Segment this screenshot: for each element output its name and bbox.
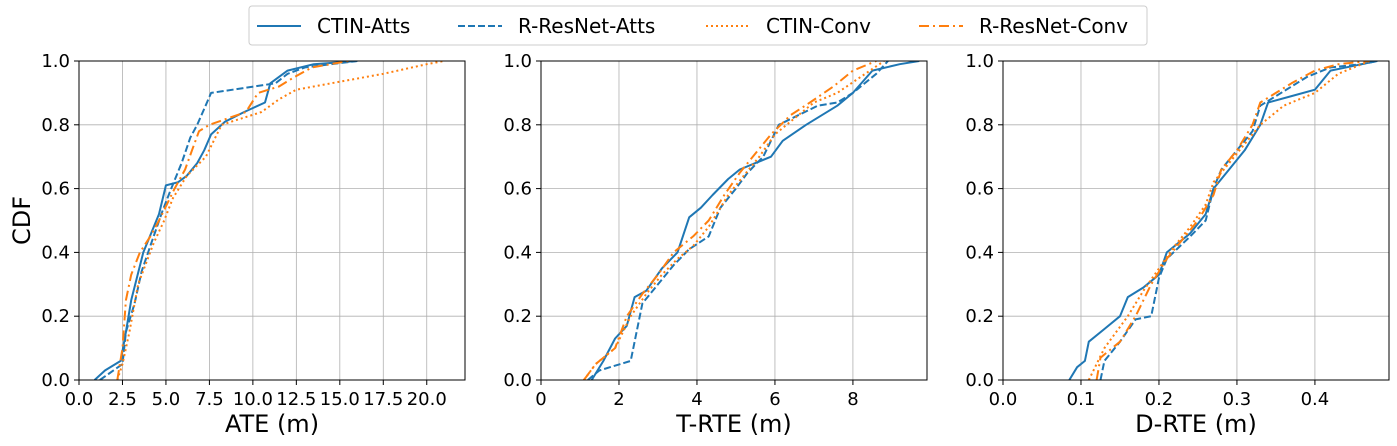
x-tick-label: 15.0 [320, 389, 360, 410]
legend-label-ctin-atts: CTIN-Atts [317, 14, 410, 38]
x-tick-label: 0 [535, 389, 546, 410]
series-line-r-resnet-atts [1099, 61, 1378, 380]
x-tick-label: 0.4 [1301, 389, 1330, 410]
axes-frame [1002, 60, 1390, 381]
series-line-ctin-conv [1087, 61, 1370, 380]
x-tick-label: 2.5 [108, 389, 137, 410]
y-tick-label: 0.0 [41, 370, 70, 391]
y-tick-label: 0.8 [503, 115, 532, 136]
plot-area [541, 61, 927, 380]
legend: CTIN-Atts R-ResNet-Atts CTIN-Conv R-ResN… [248, 5, 1148, 46]
x-tick-label: 0.1 [1067, 389, 1096, 410]
x-tick-label: 0.2 [1145, 389, 1174, 410]
legend-label-ctin-conv: CTIN-Conv [766, 14, 871, 38]
x-tick-label: 2 [613, 389, 624, 410]
legend-entry-ctin-conv: CTIN-Conv [706, 14, 871, 38]
x-tick-label: 12.5 [276, 389, 316, 410]
x-tick-label: 4 [691, 389, 702, 410]
y-tick-label: 0.6 [41, 179, 70, 200]
series-line-r-resnet-conv [1095, 61, 1370, 380]
x-tick-label: 0.0 [989, 389, 1018, 410]
x-tick-label: 20.0 [407, 389, 447, 410]
legend-frame [248, 5, 1148, 46]
x-tick-label: 17.5 [363, 389, 403, 410]
y-tick-label: 1.0 [503, 51, 532, 72]
y-tick-label: 0.6 [503, 179, 532, 200]
y-tick-label: 0.2 [41, 306, 70, 327]
series-line-r-resnet-conv [583, 61, 877, 380]
plot-area [1003, 61, 1389, 380]
series-line-r-resnet-atts [587, 61, 889, 380]
x-tick-label: 0.0 [65, 389, 94, 410]
legend-entry-r-resnet-atts: R-ResNet-Atts [458, 14, 655, 38]
y-tick-label: 0.0 [503, 370, 532, 391]
chart-panel-t-rte: 0 2 4 6 8 0.0 0.2 0.4 0.6 0.8 1.0 T-RTE (m) [503, 51, 928, 438]
y-tick-label: 0.4 [965, 242, 994, 263]
legend-entry-ctin-atts: CTIN-Atts [257, 14, 410, 38]
series-line-r-resnet-atts [99, 61, 358, 380]
series-line-ctin-atts [1068, 61, 1378, 380]
y-tick-label: 0.0 [965, 370, 994, 391]
chart-panel-d-rte: 0.0 0.1 0.2 0.3 0.4 0.0 0.2 0.4 0.6 0.8 1.0 D-RTE (… [965, 51, 1390, 438]
y-tick-label: 0.8 [965, 115, 994, 136]
series-line-ctin-conv [116, 61, 445, 380]
y-tick-label: 1.0 [41, 51, 70, 72]
plot-area [79, 61, 465, 380]
x-tick-label: 6 [769, 389, 780, 410]
y-tick-label: 0.2 [503, 306, 532, 327]
legend-label-r-resnet-atts: R-ResNet-Atts [518, 14, 655, 38]
legend-label-r-resnet-conv: R-ResNet-Conv [979, 14, 1128, 38]
axes-frame [540, 60, 928, 381]
x-tick-label: 8 [847, 389, 858, 410]
x-tick-label: 10.0 [233, 389, 273, 410]
x-tick-label: 5.0 [152, 389, 181, 410]
chart-panel-ate: 0.0 2.5 5.0 7.5 10.0 12.5 15.0 17.5 20.0 0.0 0.2 0.… [8, 51, 466, 438]
y-tick-label: 0.6 [965, 179, 994, 200]
x-axis-label: D-RTE (m) [1135, 410, 1257, 438]
x-axis-label: T-RTE (m) [675, 410, 792, 438]
y-tick-label: 0.2 [965, 306, 994, 327]
y-tick-label: 1.0 [965, 51, 994, 72]
y-tick-label: 0.4 [41, 242, 70, 263]
x-tick-label: 0.3 [1223, 389, 1252, 410]
y-tick-label: 0.4 [503, 242, 532, 263]
y-tick-label: 0.8 [41, 115, 70, 136]
x-axis-label: ATE (m) [225, 410, 319, 438]
legend-entry-r-resnet-conv: R-ResNet-Conv [919, 14, 1128, 38]
axes-frame [78, 60, 466, 381]
x-tick-label: 7.5 [195, 389, 224, 410]
y-axis-label: CDF [8, 196, 36, 245]
series-line-r-resnet-conv [116, 61, 349, 380]
